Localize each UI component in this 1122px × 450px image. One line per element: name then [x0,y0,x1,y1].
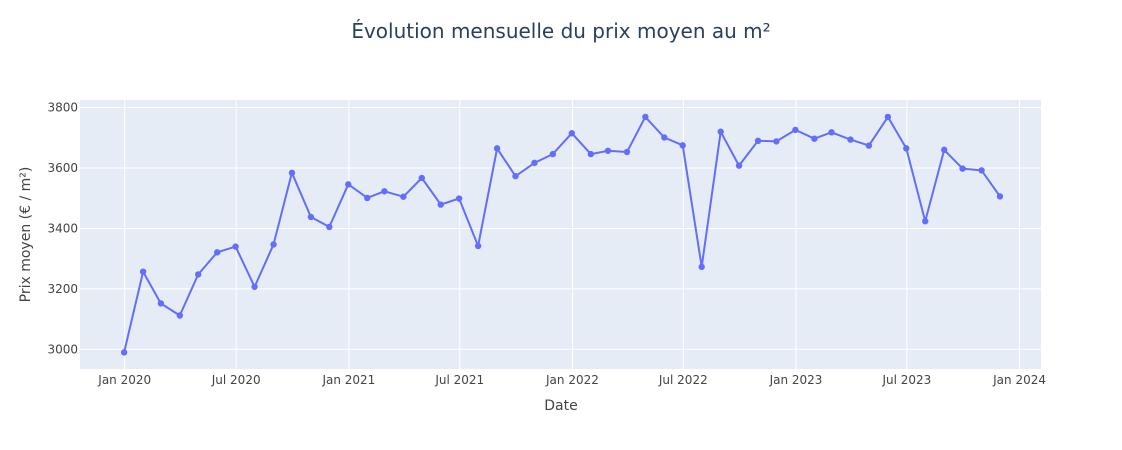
data-point[interactable] [587,150,595,158]
data-point[interactable] [661,134,668,141]
data-point[interactable] [884,113,892,121]
data-point[interactable] [418,174,425,182]
y-tick-label: 3000 [47,342,78,356]
data-point[interactable] [437,201,444,208]
data-point[interactable] [865,142,873,149]
x-tick-label: Jan 2023 [769,373,823,387]
x-tick-label: Jan 2022 [545,373,599,387]
chart-title: Évolution mensuelle du prix moyen au m² [351,19,770,43]
data-point[interactable] [959,165,966,172]
y-axis-tick-labels: 3000 3200 3400 3600 3800 [47,101,78,357]
data-point[interactable] [213,249,221,256]
x-tick-label: Jul 2020 [211,373,261,387]
x-tick-label: Jul 2021 [434,373,484,387]
y-axis-title: Prix moyen (€ / m²) [18,167,34,303]
x-axis-tick-labels: Jan 2020 Jul 2020 Jan 2021 Jul 2021 Jan 2022… [97,373,1046,387]
data-point[interactable] [195,271,202,278]
x-tick-label: Jul 2023 [881,373,931,387]
data-point[interactable] [307,213,315,221]
x-tick-label: Jul 2022 [658,373,708,387]
data-point[interactable] [604,147,612,154]
x-tick-label: Jan 2020 [97,373,151,387]
data-point[interactable] [754,137,762,145]
data-point[interactable] [978,167,985,174]
x-axis-title: Date [544,398,577,414]
data-point[interactable] [176,312,184,319]
data-point[interactable] [381,188,388,195]
series-line [123,115,1001,353]
data-point[interactable] [531,159,538,167]
data-point[interactable] [474,242,482,250]
data-point[interactable] [455,195,463,202]
data-point[interactable] [232,243,239,250]
data-point[interactable] [717,128,724,135]
data-point[interactable] [847,136,854,143]
y-tick-label: 3600 [47,161,78,175]
data-point[interactable] [288,169,296,177]
data-point[interactable] [828,129,835,136]
data-point[interactable] [120,349,128,356]
data-point[interactable] [623,148,631,156]
y-tick-label: 3400 [47,221,78,235]
data-point[interactable] [251,283,258,290]
data-point[interactable] [139,268,147,275]
x-tick-label: Jan 2021 [321,373,375,387]
data-point[interactable] [493,145,501,152]
data-point[interactable] [679,142,686,149]
data-point[interactable] [270,241,277,248]
data-point[interactable] [157,300,165,307]
data-point[interactable] [922,218,929,225]
y-tick-label: 3800 [47,101,78,115]
data-point[interactable] [549,150,557,158]
x-tick-label: Jan 2024 [992,373,1046,387]
data-point[interactable] [642,113,649,121]
data-point[interactable] [326,223,333,231]
data-point[interactable] [568,130,576,137]
plot-background [80,100,1041,369]
data-point[interactable] [811,135,818,142]
y-tick-label: 3200 [47,282,78,296]
data-point[interactable] [996,193,1004,200]
data-point[interactable] [512,172,519,180]
data-point[interactable] [698,263,705,271]
data-point[interactable] [903,145,910,152]
data-point[interactable] [773,138,780,145]
data-series [120,113,1004,356]
data-point[interactable] [400,193,407,200]
data-point[interactable] [792,126,799,134]
data-point[interactable] [735,162,743,169]
data-point[interactable] [364,194,371,202]
data-point[interactable] [345,181,352,188]
data-point[interactable] [941,146,948,154]
